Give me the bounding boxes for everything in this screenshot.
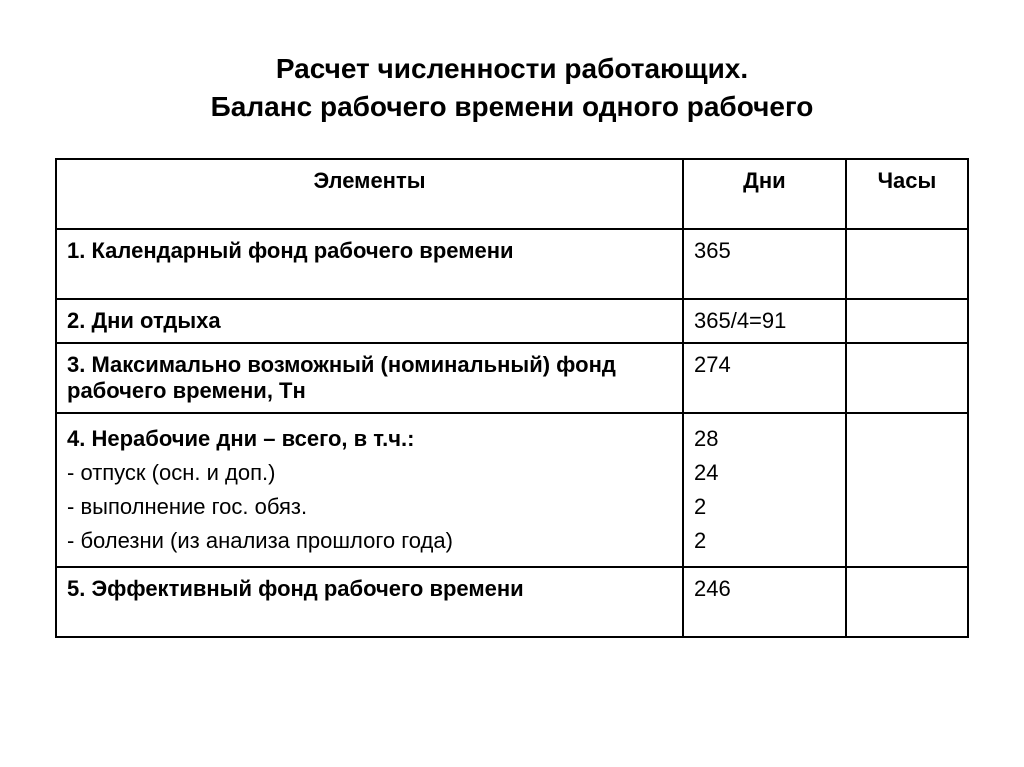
table-row: 2. Дни отдыха 365/4=91 <box>56 299 968 343</box>
row1-label: 1. Календарный фонд рабочего времени <box>56 229 683 299</box>
header-days: Дни <box>683 159 846 229</box>
row5-hours <box>846 567 968 637</box>
table-row: 3. Максимально возможный (номинальный) ф… <box>56 343 968 413</box>
table-row: 4. Нерабочие дни – всего, в т.ч.: - отпу… <box>56 413 968 567</box>
row4-label: 4. Нерабочие дни – всего, в т.ч.: - отпу… <box>56 413 683 567</box>
row2-hours <box>846 299 968 343</box>
title-line-1: Расчет численности работающих. <box>276 53 748 84</box>
row5-days: 246 <box>683 567 846 637</box>
row4-sub1: - отпуск (осн. и доп.) <box>67 456 672 490</box>
page-title: Расчет численности работающих. Баланс ра… <box>55 50 969 126</box>
row4-sub3: - болезни (из анализа прошлого года) <box>67 524 672 558</box>
row3-days: 274 <box>683 343 846 413</box>
balance-table: Элементы Дни Часы 1. Календарный фонд ра… <box>55 158 969 638</box>
row3-hours <box>846 343 968 413</box>
row4-days-main: 28 <box>694 422 835 456</box>
row4-days-sub1: 24 <box>694 456 835 490</box>
title-line-2: Баланс рабочего времени одного рабочего <box>211 91 814 122</box>
table-header-row: Элементы Дни Часы <box>56 159 968 229</box>
row3-label: 3. Максимально возможный (номинальный) ф… <box>56 343 683 413</box>
row1-days: 365 <box>683 229 846 299</box>
row4-days: 28 24 2 2 <box>683 413 846 567</box>
header-hours: Часы <box>846 159 968 229</box>
row2-label: 2. Дни отдыха <box>56 299 683 343</box>
row4-main: 4. Нерабочие дни – всего, в т.ч.: <box>67 422 672 456</box>
row1-hours <box>846 229 968 299</box>
header-elements: Элементы <box>56 159 683 229</box>
row2-days: 365/4=91 <box>683 299 846 343</box>
row4-sub2: - выполнение гос. обяз. <box>67 490 672 524</box>
row4-days-sub3: 2 <box>694 524 835 558</box>
row5-label: 5. Эффективный фонд рабочего времени <box>56 567 683 637</box>
table-row: 5. Эффективный фонд рабочего времени 246 <box>56 567 968 637</box>
row4-days-sub2: 2 <box>694 490 835 524</box>
row4-hours <box>846 413 968 567</box>
table-row: 1. Календарный фонд рабочего времени 365 <box>56 229 968 299</box>
